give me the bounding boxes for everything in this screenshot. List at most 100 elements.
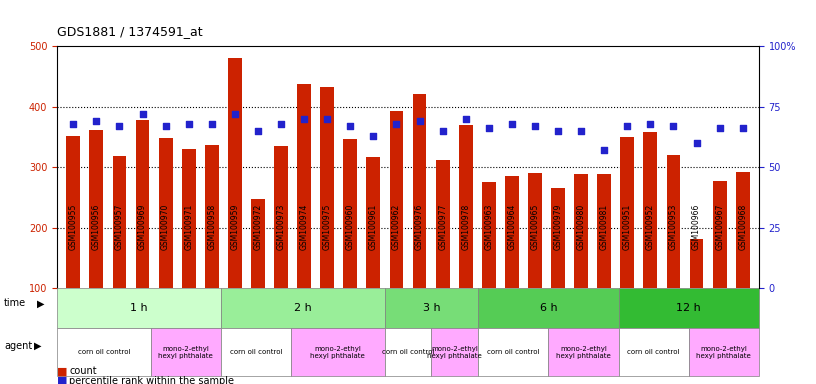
Text: corn oil control: corn oil control: [628, 349, 680, 355]
Bar: [620, 137, 634, 288]
Text: GSM100961: GSM100961: [369, 204, 378, 250]
Point: [574, 128, 588, 134]
Point: [552, 128, 565, 134]
Point: [736, 125, 749, 131]
Text: GSM100969: GSM100969: [138, 204, 147, 250]
Point: [667, 123, 680, 129]
Text: GSM100958: GSM100958: [207, 204, 216, 250]
Text: GSM100973: GSM100973: [277, 204, 286, 250]
Text: ▶: ▶: [37, 298, 44, 308]
Text: GSM100955: GSM100955: [69, 204, 78, 250]
FancyBboxPatch shape: [478, 288, 619, 328]
Point: [713, 125, 726, 131]
Text: 1 h: 1 h: [131, 303, 148, 313]
Bar: [482, 182, 496, 288]
FancyBboxPatch shape: [151, 328, 221, 376]
Text: GSM100980: GSM100980: [577, 204, 586, 250]
Text: 3 h: 3 h: [423, 303, 440, 313]
Bar: [667, 155, 681, 288]
FancyBboxPatch shape: [384, 328, 432, 376]
Point: [690, 140, 703, 146]
Point: [413, 118, 426, 124]
Point: [644, 121, 657, 127]
Point: [621, 123, 634, 129]
Text: GSM100967: GSM100967: [715, 204, 724, 250]
Text: GSM100979: GSM100979: [553, 204, 562, 250]
Point: [298, 116, 311, 122]
Text: percentile rank within the sample: percentile rank within the sample: [69, 376, 234, 384]
Bar: [113, 156, 126, 288]
Bar: [459, 125, 472, 288]
Point: [390, 121, 403, 127]
Text: GSM100971: GSM100971: [184, 204, 193, 250]
Bar: [66, 136, 80, 288]
Text: GSM100972: GSM100972: [254, 204, 263, 250]
Bar: [644, 132, 658, 288]
Text: 6 h: 6 h: [539, 303, 557, 313]
Text: GSM100964: GSM100964: [508, 204, 517, 250]
Text: GSM100966: GSM100966: [692, 204, 701, 250]
Text: corn oil control: corn oil control: [229, 349, 282, 355]
Bar: [228, 58, 242, 288]
Bar: [551, 189, 565, 288]
Text: agent: agent: [4, 341, 33, 351]
FancyBboxPatch shape: [291, 328, 384, 376]
Text: GSM100960: GSM100960: [346, 204, 355, 250]
Text: mono-2-ethyl
hexyl phthalate: mono-2-ethyl hexyl phthalate: [696, 346, 752, 359]
Point: [67, 121, 80, 127]
Text: GSM100951: GSM100951: [623, 204, 632, 250]
Point: [367, 132, 380, 139]
Text: mono-2-ethyl
hexyl phthalate: mono-2-ethyl hexyl phthalate: [556, 346, 611, 359]
Text: GSM100965: GSM100965: [530, 204, 539, 250]
Bar: [505, 176, 519, 288]
Text: GSM100952: GSM100952: [646, 204, 655, 250]
Text: 2 h: 2 h: [294, 303, 312, 313]
Text: GDS1881 / 1374591_at: GDS1881 / 1374591_at: [57, 25, 202, 38]
Text: mono-2-ethyl
hexyl phthalate: mono-2-ethyl hexyl phthalate: [158, 346, 213, 359]
FancyBboxPatch shape: [432, 328, 478, 376]
Text: time: time: [4, 298, 26, 308]
Text: GSM100962: GSM100962: [392, 204, 401, 250]
Point: [459, 116, 472, 122]
Text: GSM100977: GSM100977: [438, 204, 447, 250]
Bar: [251, 199, 265, 288]
Point: [228, 111, 242, 117]
Text: corn oil control: corn oil control: [382, 349, 434, 355]
Text: GSM100959: GSM100959: [230, 204, 239, 250]
Bar: [736, 172, 750, 288]
FancyBboxPatch shape: [478, 328, 548, 376]
Bar: [205, 146, 219, 288]
Point: [321, 116, 334, 122]
Point: [505, 121, 518, 127]
Text: count: count: [69, 366, 97, 376]
Bar: [712, 181, 726, 288]
Bar: [528, 173, 542, 288]
Bar: [274, 146, 288, 288]
Text: GSM100957: GSM100957: [115, 204, 124, 250]
Bar: [366, 157, 380, 288]
Point: [136, 111, 149, 117]
Point: [436, 128, 449, 134]
Text: GSM100981: GSM100981: [600, 204, 609, 250]
Bar: [158, 138, 172, 288]
Text: GSM100963: GSM100963: [484, 204, 494, 250]
FancyBboxPatch shape: [57, 328, 151, 376]
Text: corn oil control: corn oil control: [78, 349, 131, 355]
FancyBboxPatch shape: [57, 288, 221, 328]
FancyBboxPatch shape: [689, 328, 759, 376]
Bar: [436, 160, 450, 288]
Text: GSM100974: GSM100974: [299, 204, 308, 250]
Text: GSM100976: GSM100976: [415, 204, 424, 250]
FancyBboxPatch shape: [619, 328, 689, 376]
Text: ▶: ▶: [34, 341, 42, 351]
Bar: [320, 87, 334, 288]
Text: ■: ■: [57, 376, 68, 384]
Bar: [389, 111, 403, 288]
Point: [113, 123, 126, 129]
Text: corn oil control: corn oil control: [487, 349, 539, 355]
Bar: [182, 149, 196, 288]
Point: [482, 125, 495, 131]
Bar: [90, 130, 104, 288]
Text: GSM100978: GSM100978: [461, 204, 470, 250]
FancyBboxPatch shape: [221, 328, 291, 376]
